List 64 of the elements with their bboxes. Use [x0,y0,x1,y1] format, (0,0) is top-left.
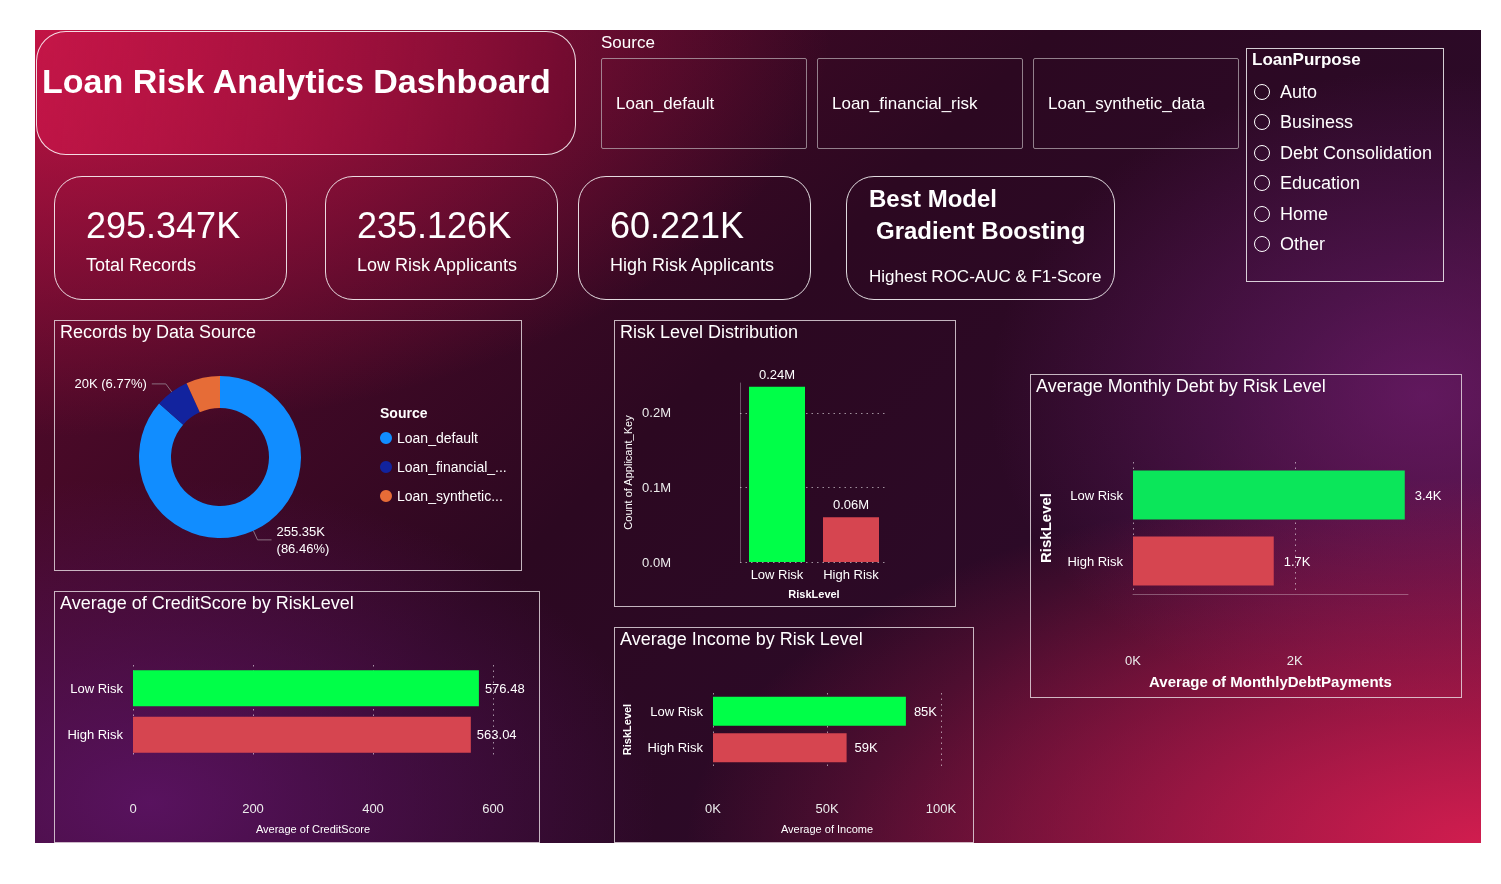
x-tick-label: 2K [1286,653,1304,668]
x-axis-title: RiskLevel [788,587,840,600]
category-label: Debt Consolidation [1280,142,1433,163]
filter-button: Loan_default [601,58,807,149]
category-label: Loan_default [616,93,715,114]
legend-title: Source [380,405,428,421]
data-label: 0.24M [758,366,796,382]
x-tick-label: 600 [482,801,504,816]
chart-title: Records by Data Source [60,322,257,342]
legend-label: Loan_default [397,430,479,446]
chart-title: Risk Level Distribution [620,322,799,342]
y-tick-label: Low Risk [650,703,704,719]
filter-button: Loan_synthetic_data [1033,58,1239,149]
y-tick-label: 0.2M [642,405,671,421]
category-label: Auto [1280,82,1318,102]
y-axis-title: RiskLevel [1037,492,1054,564]
x-tick-label: 50K [815,801,839,816]
data-label: 20K (6.77%) [74,376,147,392]
text: 235.126K [357,205,512,246]
text: Low Risk Applicants [357,254,518,276]
y-tick-label: High Risk [647,740,704,756]
x-tick-label: 200 [242,801,264,816]
category-label: Education [1280,173,1361,194]
text: Source [601,33,655,53]
data-label: 1.7K [1283,553,1311,569]
chart-title: Average of CreditScore by RiskLevel [60,593,354,613]
y-tick-label: 0.1M [642,479,671,495]
data-label: 576.48 [484,680,525,696]
category-label: Business [1280,112,1354,133]
text: Gradient Boosting [876,217,1086,245]
category-label: Other [1280,234,1326,254]
legend-label: Loan_synthetic... [397,488,503,504]
y-axis-title: Count of Applicant_Key [621,414,634,530]
category-label: Loan_synthetic_data [1048,93,1205,114]
text: Loan Risk Analytics Dashboard [42,61,551,101]
y-tick-label: 0.0M [642,554,671,570]
data-label: 563.04 [476,727,517,743]
x-tick-label: 400 [362,801,384,816]
x-axis-title: Average of MonthlyDebtPayments [1149,673,1392,690]
x-tick-label: 0K [1125,653,1142,668]
chart-title: Average Monthly Debt by Risk Level [1036,376,1326,396]
chart-title: Average Income by Risk Level [620,629,863,649]
data-label: 255.35K (86.46%) [276,523,330,556]
data-label: 59K [854,740,879,756]
data-label: 85K [913,703,938,719]
y-axis-title: RiskLevel [620,703,633,756]
data-label: 0.06M [832,497,870,513]
text: High Risk Applicants [610,254,775,276]
x-axis-title: Average of Income [780,822,874,835]
text: 60.221K [610,205,745,246]
category-label: Home [1280,203,1329,224]
text: Total Records [86,254,197,276]
text: Best Model [869,185,998,213]
filter-button: Loan_financial_risk [817,58,1023,149]
data-label: 3.4K [1414,487,1442,503]
text: LoanPurpose [1252,50,1361,70]
text: 295.347K [86,205,241,246]
x-tick-label: 100K [925,801,957,816]
x-axis-title: Average of CreditScore [255,822,371,835]
x-tick-label: 0K [705,801,722,816]
legend-label: Loan_financial_... [397,459,507,475]
text: Highest ROC-AUC & F1-Score [869,266,1102,288]
category-label: Loan_financial_risk [832,93,978,114]
x-tick-label: 0 [129,801,137,816]
